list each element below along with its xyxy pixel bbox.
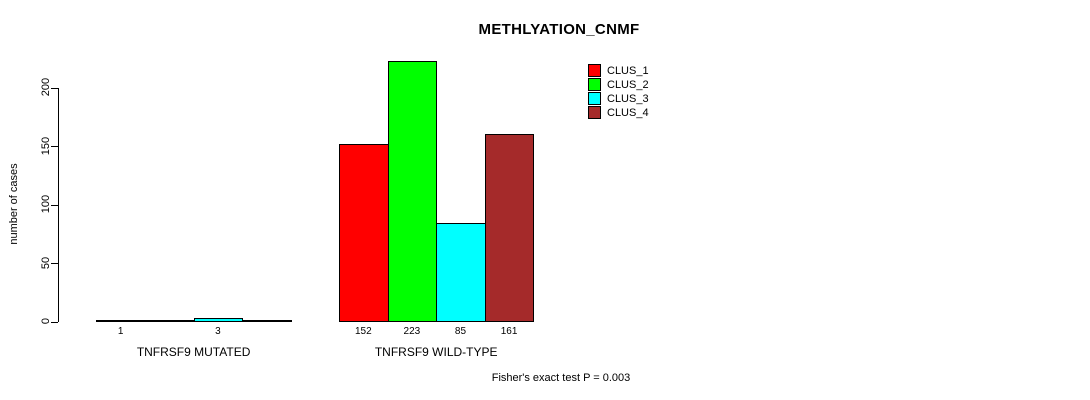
legend-item-clus_1: CLUS_1 — [588, 64, 649, 77]
legend-item-label: CLUS_1 — [607, 64, 649, 77]
legend-item-clus_4: CLUS_4 — [588, 106, 649, 119]
legend-item-label: CLUS_2 — [607, 78, 649, 91]
x-group-label-mutated: TNFRSF9 MUTATED — [136, 345, 251, 359]
y-axis-tick-label: 100 — [40, 194, 52, 214]
y-axis-line — [58, 88, 59, 322]
legend-item-label: CLUS_3 — [607, 92, 649, 105]
legend-item-label: CLUS_4 — [607, 106, 649, 119]
y-axis-tick-label: 150 — [40, 136, 52, 155]
y-axis-tick — [51, 87, 58, 89]
legend: CLUS_1 CLUS_2 CLUS_3 CLUS_4 — [588, 64, 649, 120]
y-axis-tick — [51, 146, 58, 147]
legend-item-clus_3: CLUS_3 — [588, 92, 649, 105]
bar-value-label: 3 — [215, 326, 221, 337]
legend-swatch — [588, 106, 601, 119]
y-axis-tick-label: 50 — [40, 256, 52, 269]
bar-value-label: 152 — [354, 326, 372, 337]
y-axis-tick-label: 200 — [40, 77, 52, 97]
bar-clus_3-wild-type — [436, 223, 486, 322]
y-axis-label: number of cases — [8, 163, 20, 245]
legend-swatch — [588, 92, 601, 105]
bar-clus_1-wild-type — [339, 144, 389, 322]
bar-value-label: 223 — [403, 326, 421, 337]
fisher-exact-test-note: Fisher's exact test P = 0.003 — [491, 372, 631, 384]
y-axis-tick — [51, 204, 58, 206]
bar-clus_1-mutated — [96, 320, 146, 322]
bar-clus_3-mutated — [193, 318, 244, 322]
bar-clus_2-mutated — [145, 320, 195, 322]
bar-value-label: 1 — [117, 326, 124, 337]
bar-clus_2-wild-type — [387, 61, 438, 322]
y-axis-tick-label: 0 — [40, 317, 52, 325]
y-axis-tick — [51, 321, 58, 323]
bar-value-label: 161 — [500, 326, 518, 337]
x-group-label-wild-type: TNFRSF9 WILD-TYPE — [374, 345, 498, 359]
y-axis-tick — [51, 263, 58, 264]
legend-item-clus_2: CLUS_2 — [588, 78, 649, 91]
bar-value-label: 85 — [454, 326, 467, 337]
legend-swatch — [588, 64, 601, 77]
bar-clus_4-mutated — [242, 320, 292, 322]
legend-swatch — [588, 78, 601, 91]
bar-clus_4-wild-type — [484, 134, 535, 322]
chart-title: METHLYATION_CNMF — [478, 21, 640, 38]
